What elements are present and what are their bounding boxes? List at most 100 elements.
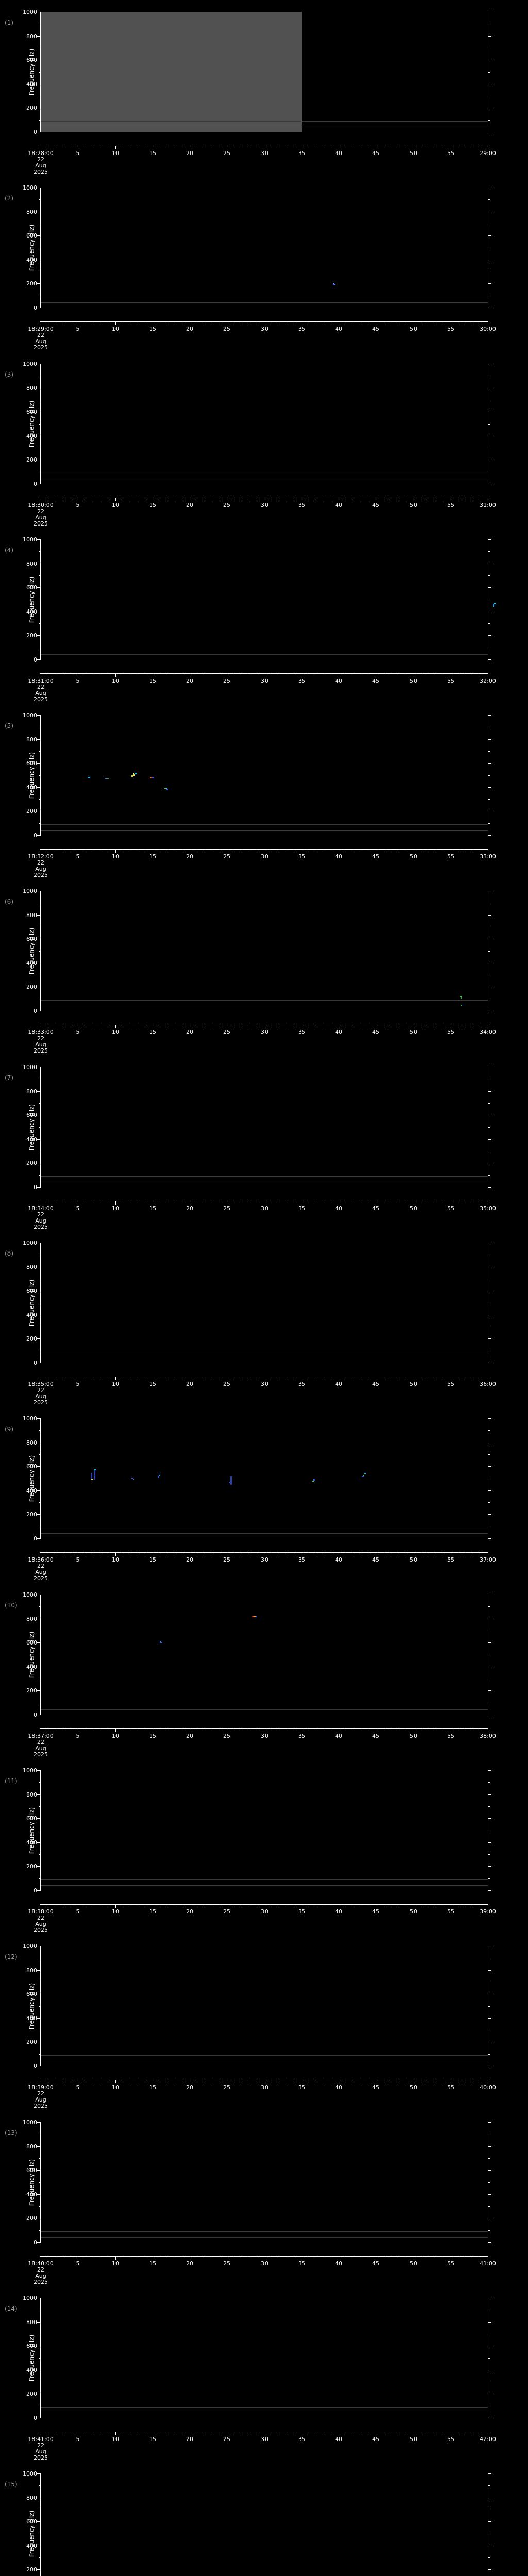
date-label: Aug [35,866,46,872]
x-tick-label: 10 [112,1381,119,1387]
date-label: 22 [37,2090,44,2097]
spectrogram-event [252,1616,253,1617]
y-tick [488,1418,491,1419]
y-tick-label: 1000 [23,536,37,543]
y-tick [488,1466,491,1467]
y-tick-label: 1000 [23,2295,37,2301]
plot-area [41,2473,488,2576]
plot-area [41,2298,488,2418]
noise-line [41,121,488,122]
y-tick [488,1866,491,1867]
spectrogram-event [160,1642,162,1643]
spectrogram-event [333,283,334,284]
plot-area [41,1243,488,1363]
spectrogram-event [105,778,106,779]
y-tick [39,2006,40,2007]
x-tick-label: 30 [261,1205,268,1212]
y-axis-title: Frequency (Hz) [28,48,36,95]
date-label: Aug [35,1041,46,1048]
spectrogram-event [364,1473,366,1474]
y-tick [37,36,40,37]
x-tick-label: 55 [447,150,454,157]
y-tick [488,1514,491,1515]
spectrogram-event [135,773,137,774]
y-tick [488,659,491,660]
y-tick-label: 400 [26,1664,37,1670]
x-tick-label: 5 [76,2084,80,2091]
x-tick-label: 40 [335,502,342,509]
x-tick-label: 5 [76,853,80,860]
y-axis-title: Frequency (Hz) [28,2159,36,2206]
x-tick-label: 10 [112,1733,119,1739]
x-tick-label: 18:33:00 [28,1029,54,1036]
y-axis-spine-left [40,2298,41,2418]
spectrogram-event [254,1616,256,1617]
y-tick [37,787,40,788]
y-axis-spine-left [40,188,41,308]
y-tick-label: 600 [26,2518,37,2525]
x-tick-label: 50 [410,853,417,860]
y-tick-label: 0 [34,1887,37,1894]
y-tick-label: 600 [26,584,37,591]
x-tick-label: 50 [410,326,417,332]
y-tick [37,1338,40,1339]
y-tick [37,1794,40,1795]
x-tick-label: 39:00 [480,1908,496,1915]
y-tick-label: 1000 [23,361,37,367]
x-tick-label: 35 [298,853,305,860]
y-tick [37,659,40,660]
x-tick-label: 15 [149,677,156,684]
y-axis-spine-left [40,2122,41,2243]
y-tick [488,1139,491,1140]
y-tick [37,283,40,284]
x-tick-label: 50 [410,1029,417,1036]
y-tick [39,1806,40,1807]
x-tick-label: 30 [261,677,268,684]
x-tick-label: 25 [223,1908,230,1915]
y-tick [488,2122,491,2123]
y-tick [488,799,490,800]
y-tick-label: 0 [34,656,37,663]
noise-line [41,1176,488,1177]
plot-area [41,188,488,308]
x-tick-label: 45 [372,853,380,860]
x-tick-label: 55 [447,1029,454,1036]
x-axis-line [40,1552,488,1553]
spectrogram-event [253,1616,254,1617]
y-tick [488,1642,491,1643]
plot-area [41,1418,488,1538]
y-axis-spine-left [40,539,41,660]
x-tick-label: 40:00 [480,2084,496,2091]
panel-index-label: (5) [5,722,13,730]
y-tick [488,36,491,37]
x-tick-label: 5 [76,150,80,157]
y-tick [488,1842,491,1843]
y-tick-label: 400 [26,1839,37,1846]
plot-area [41,539,488,659]
x-tick-label: 18:32:00 [28,853,54,860]
y-tick [488,2206,490,2207]
date-label: 2025 [34,1224,48,1230]
noise-line [41,824,488,825]
y-tick-label: 1000 [23,712,37,719]
y-tick [488,1690,491,1691]
y-tick [488,1606,490,1607]
y-tick [37,1890,40,1891]
y-tick [488,1454,490,1455]
x-tick-label: 29:00 [480,150,496,157]
panel-index-label: (14) [5,2305,18,2312]
y-tick [37,1091,40,1092]
x-tick-label: 15 [149,2260,156,2267]
y-tick [488,1782,490,1783]
y-tick [488,915,491,916]
date-label: Aug [35,690,46,697]
date-label: 22 [37,2442,44,2449]
x-tick-label: 45 [372,1029,380,1036]
date-label: 22 [37,508,44,515]
y-tick [488,1538,491,1539]
plot-area [41,1067,488,1187]
y-tick [488,715,491,716]
date-label: 22 [37,2266,44,2273]
x-tick-label: 35 [298,502,305,509]
y-tick [37,2569,40,2570]
